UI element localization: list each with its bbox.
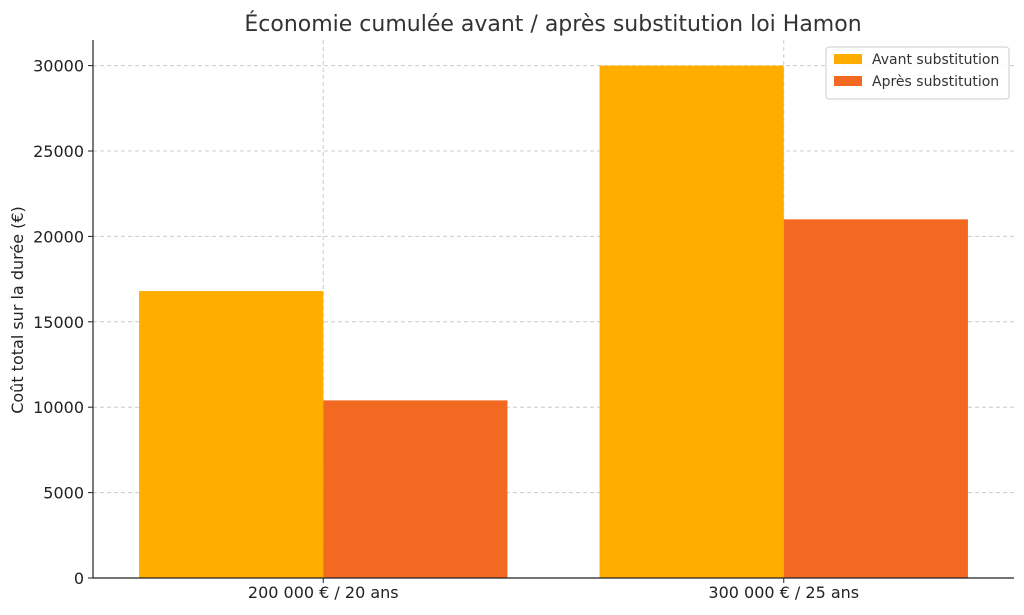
legend-label: Après substitution (872, 74, 999, 90)
x-tick-label: 300 000 € / 25 ans (708, 583, 859, 602)
y-tick-label: 25000 (33, 142, 84, 161)
y-axis-label: Coût total sur la durée (€) (8, 206, 27, 414)
y-tick-label: 5000 (43, 484, 84, 503)
legend-label: Avant substitution (872, 52, 999, 68)
x-tick-label: 200 000 € / 20 ans (248, 583, 399, 602)
chart-title: Économie cumulée avant / après substitut… (244, 11, 861, 37)
legend-swatch (834, 76, 862, 86)
bar-avant (599, 65, 784, 579)
bar-apres (783, 219, 968, 579)
y-tick-label: 0 (74, 569, 84, 588)
legend-box (825, 46, 1010, 100)
legend: Avant substitution Après substitution (825, 46, 1010, 100)
y-tick-label: 20000 (33, 227, 84, 246)
axes: 0 5000 10000 15000 20000 25000 30000 200 000 € … (33, 40, 1014, 602)
y-tick-label: 10000 (33, 398, 84, 417)
bar-avant (139, 291, 324, 578)
bar-apres (323, 400, 508, 578)
legend-swatch (834, 54, 862, 64)
y-tick-label: 30000 (33, 57, 84, 76)
y-tick-label: 15000 (33, 313, 84, 332)
bars (139, 65, 968, 579)
